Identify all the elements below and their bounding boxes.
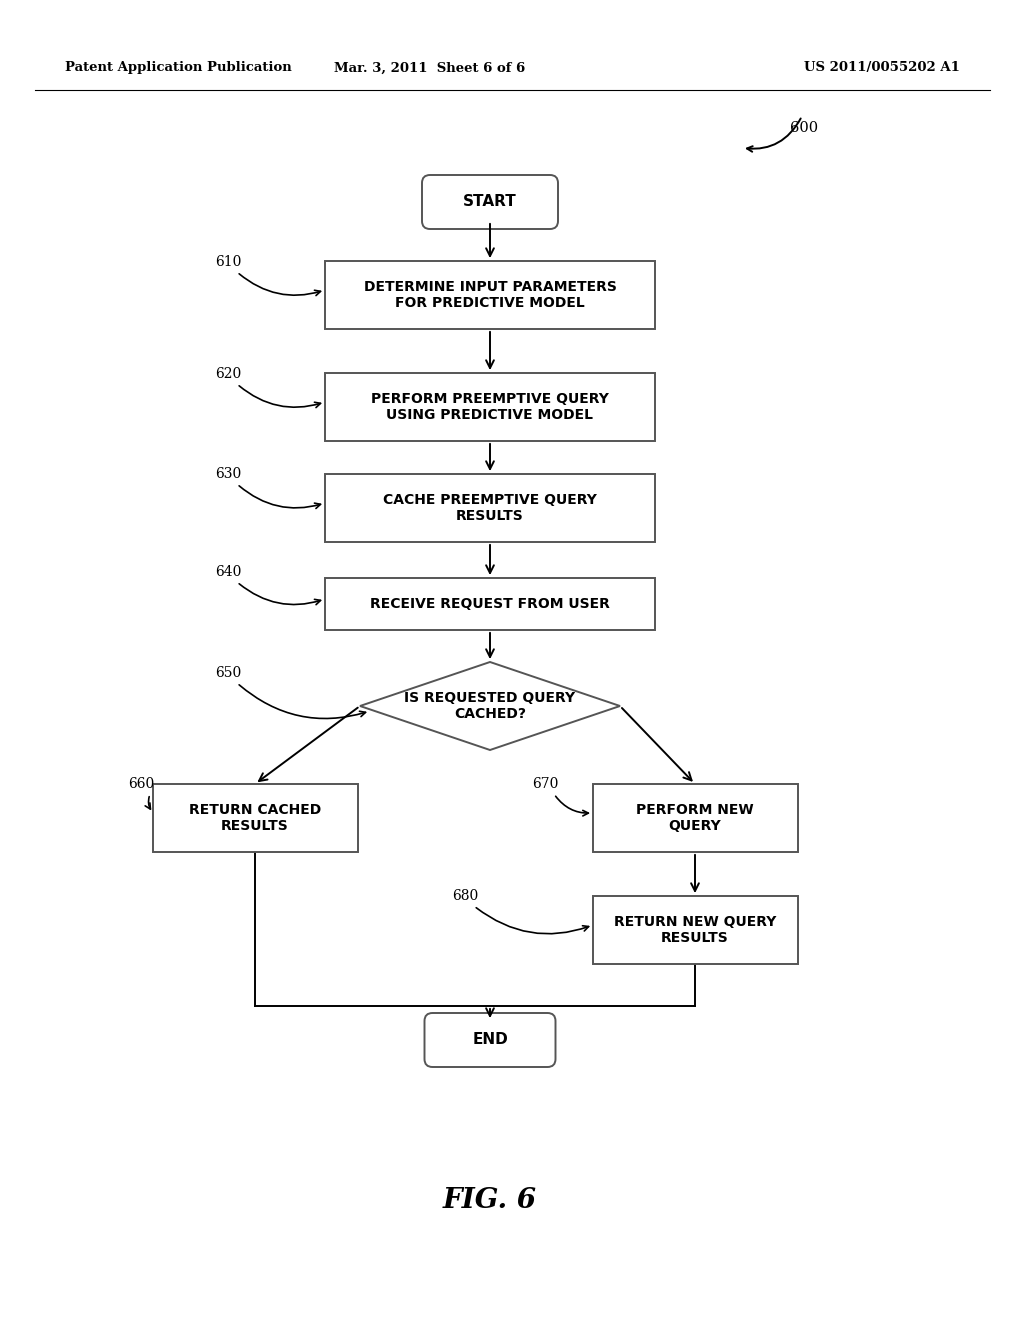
Text: 630: 630 xyxy=(215,467,242,480)
Text: IS REQUESTED QUERY
CACHED?: IS REQUESTED QUERY CACHED? xyxy=(404,690,575,721)
Text: Patent Application Publication: Patent Application Publication xyxy=(65,62,292,74)
Bar xyxy=(593,784,798,851)
Text: FIG. 6: FIG. 6 xyxy=(443,1187,537,1213)
Text: 600: 600 xyxy=(790,121,818,135)
Polygon shape xyxy=(360,663,620,750)
Text: 670: 670 xyxy=(532,777,558,791)
Bar xyxy=(325,474,655,543)
Bar xyxy=(325,374,655,441)
Text: END: END xyxy=(472,1032,508,1048)
Text: 660: 660 xyxy=(128,777,155,791)
FancyBboxPatch shape xyxy=(425,1012,555,1067)
Text: CACHE PREEMPTIVE QUERY
RESULTS: CACHE PREEMPTIVE QUERY RESULTS xyxy=(383,492,597,523)
Bar xyxy=(325,578,655,630)
Text: Mar. 3, 2011  Sheet 6 of 6: Mar. 3, 2011 Sheet 6 of 6 xyxy=(335,62,525,74)
Text: RETURN CACHED
RESULTS: RETURN CACHED RESULTS xyxy=(188,803,322,833)
Bar xyxy=(593,896,798,964)
Text: PERFORM PREEMPTIVE QUERY
USING PREDICTIVE MODEL: PERFORM PREEMPTIVE QUERY USING PREDICTIV… xyxy=(371,392,609,422)
Text: 610: 610 xyxy=(215,255,242,269)
Text: 650: 650 xyxy=(215,667,242,680)
Text: DETERMINE INPUT PARAMETERS
FOR PREDICTIVE MODEL: DETERMINE INPUT PARAMETERS FOR PREDICTIV… xyxy=(364,280,616,310)
Text: 680: 680 xyxy=(452,888,478,903)
Bar xyxy=(325,261,655,329)
Text: START: START xyxy=(463,194,517,210)
Text: US 2011/0055202 A1: US 2011/0055202 A1 xyxy=(804,62,961,74)
FancyBboxPatch shape xyxy=(422,176,558,228)
Text: 640: 640 xyxy=(215,565,242,579)
Text: PERFORM NEW
QUERY: PERFORM NEW QUERY xyxy=(636,803,754,833)
Text: RETURN NEW QUERY
RESULTS: RETURN NEW QUERY RESULTS xyxy=(613,915,776,945)
Text: RECEIVE REQUEST FROM USER: RECEIVE REQUEST FROM USER xyxy=(370,597,610,611)
Text: 620: 620 xyxy=(215,367,242,381)
Bar xyxy=(153,784,357,851)
